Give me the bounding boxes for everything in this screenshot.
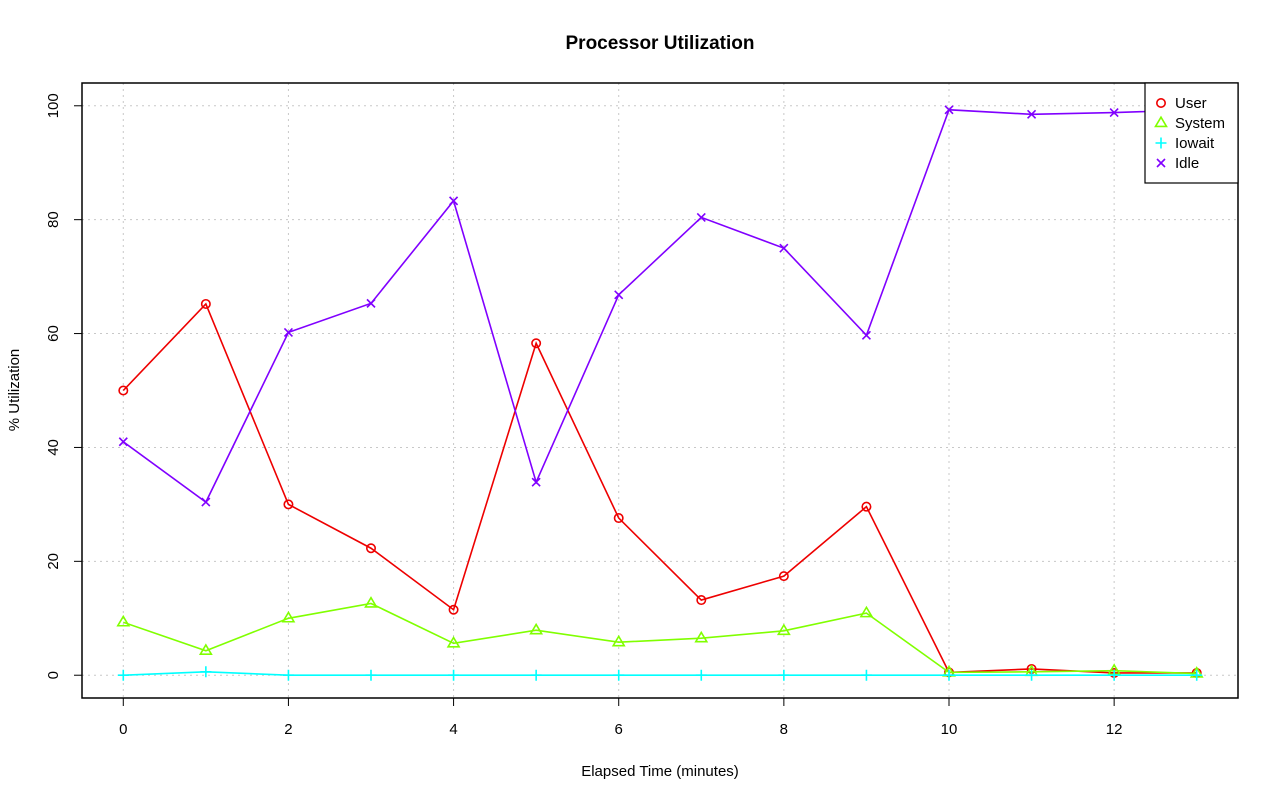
iowait-point [695, 669, 707, 681]
legend-marker-idle [1156, 158, 1166, 168]
system-point [529, 622, 544, 635]
legend-label-system: System [1175, 115, 1225, 132]
iowait-point [365, 669, 377, 681]
legend-label-idle: Idle [1175, 155, 1199, 172]
iowait-point [200, 666, 212, 678]
user-point [118, 385, 129, 396]
user-point [531, 338, 542, 349]
iowait-point [448, 669, 460, 681]
idle-point [118, 437, 128, 447]
y-tick-label: 0 [45, 671, 62, 679]
idle-point [944, 105, 954, 115]
user-point [613, 513, 624, 524]
legend-marker-system [1154, 115, 1168, 128]
idle-point [283, 327, 293, 337]
system-point [364, 596, 378, 608]
system-point [281, 610, 296, 623]
legend-item-system: System [1154, 115, 1225, 132]
idle-point [531, 477, 541, 487]
x-tick-label: 8 [780, 721, 788, 738]
iowait-point [282, 669, 294, 681]
user-point [778, 571, 789, 582]
system-point [776, 623, 791, 636]
y-tick-label: 40 [45, 439, 62, 456]
legend-item-iowait: Iowait [1155, 135, 1215, 152]
x-tick-label: 6 [615, 721, 623, 738]
series-line-system [123, 602, 1197, 675]
legend-item-user: User [1156, 95, 1207, 112]
x-axis-label: Elapsed Time (minutes) [581, 763, 739, 780]
series-line-user [122, 302, 1197, 674]
idle-point [201, 497, 211, 507]
series-system [116, 596, 1204, 678]
x-tick-label: 2 [284, 721, 292, 738]
idle-point [614, 290, 624, 300]
legend-marker-user [1156, 98, 1167, 109]
user-point [365, 543, 376, 554]
system-point [859, 605, 874, 618]
idle-point [1109, 108, 1119, 118]
axes: 0 2 4 6 8 10 12 0 20 40 60 80 100 [45, 93, 1122, 738]
iowait-point [860, 669, 872, 681]
iowait-point [530, 669, 542, 681]
idle-point [1027, 109, 1037, 119]
y-tick-label: 60 [45, 325, 62, 342]
plot-frame [81, 82, 1239, 699]
x-tick-label: 4 [449, 721, 457, 738]
user-point [283, 499, 294, 510]
system-point [694, 630, 709, 643]
series-line-iowait [123, 671, 1197, 677]
legend: User System Iowait Idle [1144, 82, 1239, 184]
idle-point [696, 212, 706, 222]
x-tick-label: 10 [941, 721, 958, 738]
user-point [696, 595, 707, 606]
user-point [448, 604, 459, 615]
legend-box [1144, 82, 1239, 184]
y-tick-label: 20 [45, 553, 62, 570]
iowait-point [1026, 669, 1038, 681]
grid-lines [82, 83, 1238, 698]
legend-label-user: User [1175, 95, 1207, 112]
iowait-point [613, 669, 625, 681]
y-tick-label: 80 [45, 211, 62, 228]
idle-point [366, 298, 376, 308]
system-point [611, 634, 626, 647]
y-tick-label: 100 [45, 93, 62, 118]
idle-point [861, 330, 871, 340]
y-axis-label: % Utilization [6, 349, 23, 432]
system-point [446, 635, 461, 648]
user-point [200, 298, 211, 309]
system-point [116, 614, 131, 627]
series-line-idle [122, 108, 1197, 504]
series-idle [118, 105, 1202, 507]
iowait-point [117, 669, 129, 681]
iowait-point [778, 669, 790, 681]
series-iowait [117, 666, 1203, 681]
legend-marker-iowait [1155, 137, 1167, 149]
legend-label-iowait: Iowait [1175, 135, 1215, 152]
legend-item-idle: Idle [1156, 155, 1199, 172]
x-tick-label: 12 [1106, 721, 1123, 738]
user-point [861, 501, 872, 512]
chart-title: Processor Utilization [566, 33, 755, 54]
x-tick-label: 0 [119, 721, 127, 738]
iowait-point [1108, 669, 1120, 681]
system-point [198, 643, 213, 656]
iowait-point [1191, 669, 1203, 681]
data-series [116, 105, 1204, 681]
idle-point [779, 243, 789, 253]
iowait-point [943, 669, 955, 681]
idle-point [449, 196, 459, 206]
